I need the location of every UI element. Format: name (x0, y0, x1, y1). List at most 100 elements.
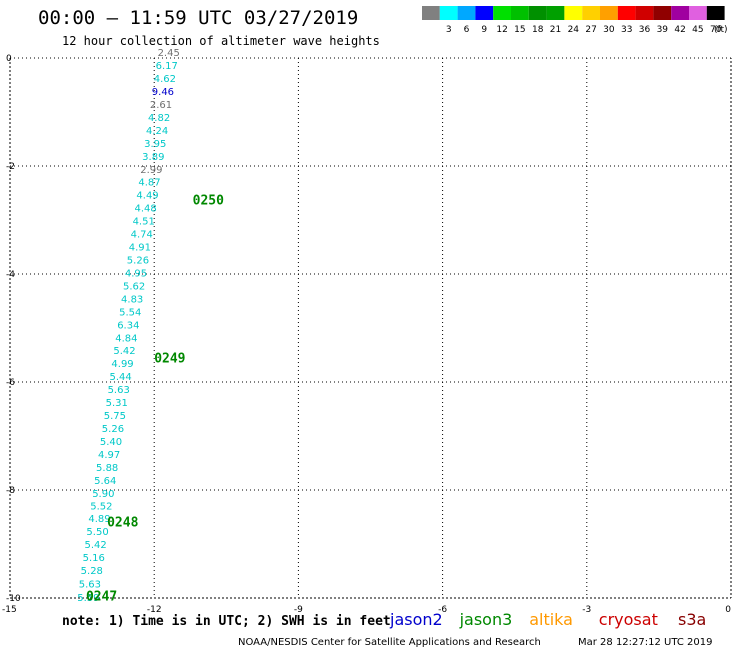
wave-height-point: 4.91 (129, 243, 151, 254)
y-tick-label: -4 (6, 270, 15, 280)
x-tick-label: -6 (438, 605, 447, 615)
legend-swatch (600, 6, 618, 20)
legend-swatch (528, 6, 547, 20)
y-tick-label: 0 (6, 54, 12, 64)
time-label: 0249 (154, 352, 185, 367)
legend-label: 42 (674, 25, 685, 35)
legend-swatch (475, 6, 494, 20)
wave-height-point: 5.88 (96, 463, 118, 474)
wave-height-point: 4.84 (115, 333, 137, 344)
wave-height-point: 5.50 (86, 527, 108, 538)
wave-height-point: 4.74 (131, 230, 153, 241)
wave-height-point: 4.49 (136, 191, 158, 202)
wave-height-point: 5.90 (92, 489, 114, 500)
wave-height-point: 2.61 (150, 100, 172, 111)
time-label: 0250 (193, 193, 224, 208)
legend-label: 70 (710, 25, 722, 35)
y-tick-label: -2 (6, 162, 15, 172)
wave-height-point: 5.26 (127, 256, 149, 267)
legend-swatch (617, 6, 636, 20)
wave-height-point: 4.95 (125, 268, 147, 279)
wave-height-point: 5.16 (83, 553, 105, 564)
x-tick-label: -9 (294, 605, 303, 615)
wave-height-point: 4.24 (146, 126, 168, 137)
legend-label: 30 (603, 25, 615, 35)
wave-height-point: 4.51 (133, 217, 155, 228)
wave-height-point: 4.62 (154, 74, 176, 85)
satellite-label: jason2 (389, 610, 443, 629)
legend-swatch (653, 6, 672, 20)
axis-ticks: -15 -12 -9 -6 -3 0 0 -2 -4 -6 -8 -10 (2, 54, 731, 615)
plot-grid (9, 57, 732, 599)
legend-label: 33 (621, 25, 632, 35)
wave-height-point: 5.64 (94, 476, 116, 487)
legend-label: 18 (532, 25, 544, 35)
time-label: 0247 (86, 589, 117, 604)
legend-label: 3 (446, 25, 452, 35)
time-labels: 0250 0249 0248 0247 (86, 193, 224, 604)
wave-height-point: 9.46 (152, 87, 174, 98)
legend-swatch (671, 6, 689, 20)
legend-label: 21 (550, 25, 561, 35)
wave-height-point: 3.95 (144, 139, 166, 150)
legend-unit: (ft) (714, 25, 728, 35)
legend-label: 24 (568, 25, 580, 35)
legend-label: 6 (464, 25, 470, 35)
x-tick-label: -3 (582, 605, 591, 615)
legend-swatch (511, 6, 529, 20)
legend-swatch (493, 6, 511, 20)
satellite-label: cryosat (599, 610, 658, 629)
wave-height-point: 5.59 (77, 593, 99, 604)
y-tick-label: -10 (6, 594, 21, 604)
footer-note: note: 1) Time is in UTC; 2) SWH is in fe… (62, 614, 391, 629)
wave-height-point: 4.48 (134, 204, 156, 215)
wave-height-point: 4.87 (138, 178, 160, 189)
y-tick-label: -8 (6, 486, 15, 496)
satellite-label: altika (529, 610, 573, 629)
wave-height-point: 5.62 (123, 281, 145, 292)
wave-height-point: 5.26 (102, 424, 124, 435)
legend-label: 45 (692, 25, 703, 35)
satellite-legend: jason2 jason3 altika cryosat s3a (389, 610, 706, 629)
data-points: 5.59 5.63 5.28 5.16 5.42 5.50 4.895.52 5.90 5.64… (77, 48, 180, 604)
y-tick-label: -6 (6, 378, 15, 388)
wave-height-point: 4.83 (121, 294, 143, 305)
x-tick-label: 0 (725, 605, 731, 615)
wave-height-point: 5.42 (113, 346, 135, 357)
legend-label: 27 (585, 25, 596, 35)
wave-height-point: 5.54 (119, 307, 141, 318)
wave-height-point: 4.89 (88, 514, 110, 525)
footer-credit: NOAA/NESDIS Center for Satellite Applica… (238, 637, 541, 648)
wave-height-point: 5.63 (79, 580, 101, 591)
legend-label: 9 (481, 25, 487, 35)
footer-timestamp: Mar 28 12:27:12 UTC 2019 (578, 637, 713, 648)
x-tick-label: -12 (147, 605, 162, 615)
legend-swatch (546, 6, 565, 20)
legend-swatch (582, 6, 600, 20)
wave-height-point: 6.34 (117, 320, 139, 331)
legend-swatch (457, 6, 476, 20)
wave-height-point: 5.52 (90, 502, 112, 513)
wave-height-point: 4.82 (148, 113, 170, 124)
wave-height-point: 5.31 (106, 398, 128, 409)
wave-height-point: 2.45 (158, 48, 180, 59)
wave-height-point: 3.89 (142, 152, 164, 163)
wave-height-point: 4.97 (98, 450, 120, 461)
legend-label: 36 (639, 25, 651, 35)
time-label: 0248 (107, 515, 138, 530)
satellite-label: jason3 (459, 610, 513, 629)
satellite-label: s3a (678, 610, 706, 629)
chart-title: 00:00 — 11:59 UTC 03/27/2019 (38, 7, 358, 29)
legend-swatch (564, 6, 583, 20)
legend-swatch (689, 6, 707, 20)
legend-swatch (422, 6, 440, 20)
wave-height-point: 5.44 (109, 372, 131, 383)
chart-subtitle: 12 hour collection of altimeter wave hei… (62, 34, 380, 48)
legend-label: 39 (657, 25, 669, 35)
color-legend: 3 6 9 12 15 18 21 24 27 30 33 36 39 42 45 70(ft) (422, 6, 728, 35)
wave-height-point: 5.75 (104, 411, 126, 422)
wave-height-point: 5.28 (81, 566, 103, 577)
legend-swatch (635, 6, 654, 20)
wave-height-point: 5.40 (100, 437, 122, 448)
